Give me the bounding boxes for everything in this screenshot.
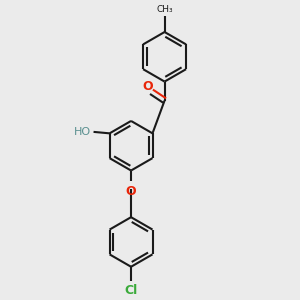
Text: O: O [142,80,153,93]
Text: CH₃: CH₃ [156,5,173,14]
Text: O: O [126,184,136,197]
Text: Cl: Cl [124,284,138,297]
Text: HO: HO [74,127,91,137]
